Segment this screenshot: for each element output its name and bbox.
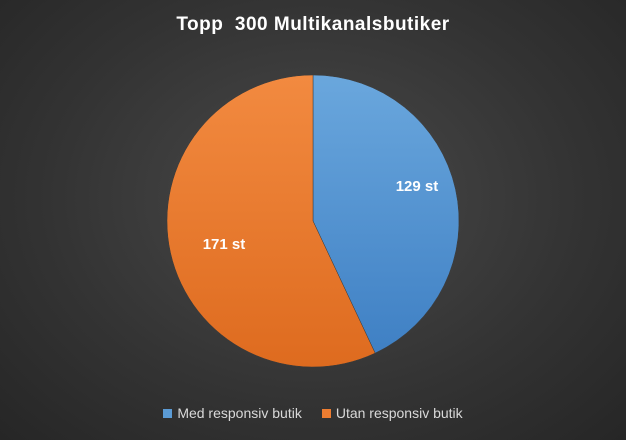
legend-item-utan-responsiv: Utan responsiv butik [321,405,463,421]
chart-title: Topp 300 Multikanalsbutiker [176,14,450,35]
legend: Med responsiv butik Utan responsiv butik [0,405,626,421]
legend-swatch-med-responsiv [163,408,173,418]
legend-label-utan-responsiv: Utan responsiv butik [335,405,463,421]
legend-swatch-utan-responsiv [321,408,331,418]
legend-item-med-responsiv: Med responsiv butik [163,405,302,421]
pie-slice-med-responsiv [312,74,460,354]
data-label-med-responsiv: 129 st [396,178,439,195]
data-label-utan-responsiv: 171 st [203,236,246,253]
legend-label-med-responsiv: Med responsiv butik [177,405,302,421]
pie-slice-utan-responsiv [166,74,376,368]
